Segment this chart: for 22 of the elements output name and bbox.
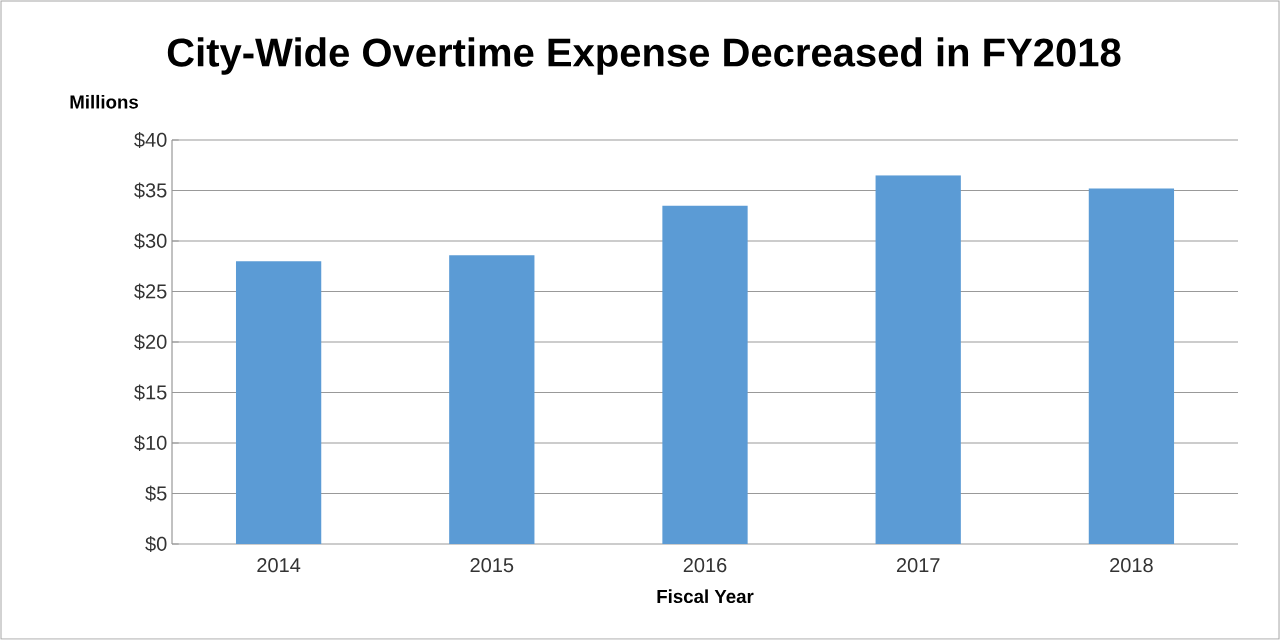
- x-axis-title: Fiscal Year: [657, 589, 754, 604]
- bar: [662, 205, 748, 544]
- y-tick-label: $30: [134, 232, 167, 250]
- x-tick-label: 2015: [470, 558, 514, 573]
- y-tick-label: $25: [134, 283, 167, 300]
- y-tick-label: $15: [134, 384, 167, 401]
- y-tick-label: $5: [145, 485, 167, 502]
- y-tick-label: $35: [134, 182, 167, 199]
- bar: [235, 261, 322, 544]
- x-tick-label: 2014: [257, 558, 301, 573]
- y-tick-label: $20: [134, 333, 167, 351]
- y-tick-label: $40: [134, 131, 167, 149]
- x-tick-label: 2018: [1110, 558, 1153, 573]
- y-tick-label: $10: [134, 434, 167, 452]
- bar: [1088, 188, 1175, 544]
- chart-title: City-Wide Overtime Expense Decreased in FY2018: [167, 37, 1121, 75]
- x-tick-label: 2017: [896, 558, 940, 573]
- y-tick-label: $0: [145, 535, 167, 553]
- x-tick-label: 2016: [683, 558, 727, 573]
- bar: [449, 255, 535, 544]
- y-axis-title: Millions: [70, 94, 138, 109]
- bar: [875, 175, 961, 544]
